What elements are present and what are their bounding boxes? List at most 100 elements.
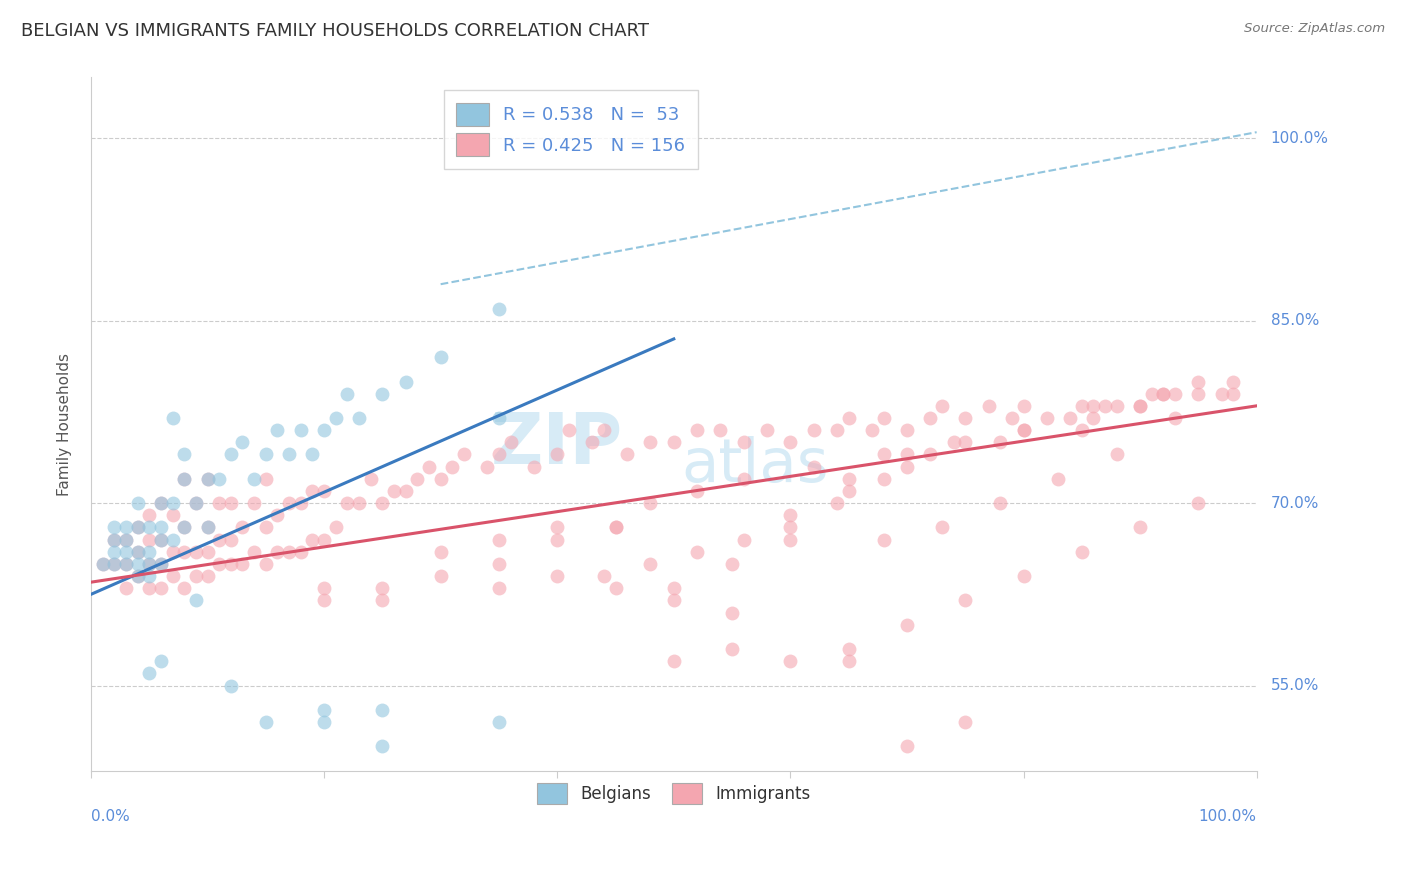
Point (208, 533, 231, 547)
Point (173, 448, 195, 462)
Point (872, 472, 894, 486)
Point (988, 435, 1011, 450)
Text: atlas: atlas (682, 436, 830, 495)
Point (312, 483, 335, 498)
Point (162, 508, 184, 523)
Point (1012, 569, 1035, 583)
Point (640, 496, 662, 510)
Point (162, 545, 184, 559)
Point (1012, 423, 1035, 437)
Point (127, 520, 149, 534)
Point (312, 533, 335, 547)
Point (149, 581, 172, 595)
Point (149, 520, 172, 534)
Point (371, 739, 394, 754)
Point (488, 301, 510, 316)
Point (546, 520, 568, 534)
Point (920, 448, 942, 462)
Point (453, 448, 475, 462)
Point (872, 533, 894, 547)
Point (931, 399, 953, 413)
Point (955, 714, 977, 729)
Point (254, 472, 277, 486)
Point (301, 448, 323, 462)
Point (173, 472, 195, 486)
Point (325, 411, 347, 425)
Point (312, 581, 335, 595)
Point (733, 472, 755, 486)
Point (662, 435, 685, 450)
Point (686, 423, 709, 437)
Point (1001, 411, 1024, 425)
Point (173, 520, 195, 534)
Point (942, 435, 965, 450)
Point (988, 496, 1011, 510)
Point (721, 557, 744, 571)
Point (592, 423, 614, 437)
Point (779, 520, 801, 534)
Point (825, 496, 848, 510)
Point (325, 520, 347, 534)
Legend: Belgians, Immigrants: Belgians, Immigrants (531, 776, 817, 811)
Point (488, 411, 510, 425)
Point (103, 557, 125, 571)
Point (138, 508, 160, 523)
Point (103, 545, 125, 559)
Point (278, 496, 301, 510)
Point (779, 508, 801, 523)
Text: 0.0%: 0.0% (91, 809, 129, 824)
Point (1012, 423, 1035, 437)
Point (686, 545, 709, 559)
Point (896, 617, 918, 632)
Point (184, 545, 207, 559)
Text: BELGIAN VS IMMIGRANTS FAMILY HOUSEHOLDS CORRELATION CHART: BELGIAN VS IMMIGRANTS FAMILY HOUSEHOLDS … (21, 22, 650, 40)
Point (838, 654, 860, 668)
Point (149, 654, 172, 668)
Point (872, 448, 894, 462)
Point (138, 666, 160, 681)
Point (1164, 411, 1187, 425)
Point (523, 459, 546, 474)
Point (219, 533, 242, 547)
Point (138, 557, 160, 571)
Point (1211, 386, 1233, 401)
Point (290, 423, 312, 437)
Point (115, 557, 138, 571)
Point (756, 423, 779, 437)
Point (254, 520, 277, 534)
Point (1129, 399, 1152, 413)
Point (371, 386, 394, 401)
Point (429, 569, 451, 583)
Point (592, 569, 614, 583)
Point (1105, 399, 1128, 413)
Point (1083, 399, 1105, 413)
Point (162, 411, 184, 425)
Point (115, 533, 138, 547)
Point (779, 435, 801, 450)
Point (1222, 375, 1244, 389)
Point (955, 593, 977, 607)
Point (1187, 496, 1209, 510)
Point (488, 714, 510, 729)
Point (184, 569, 207, 583)
Point (640, 435, 662, 450)
Point (197, 569, 219, 583)
Point (149, 557, 172, 571)
Point (149, 496, 172, 510)
Text: Source: ZipAtlas.com: Source: ZipAtlas.com (1244, 22, 1385, 36)
Text: 70.0%: 70.0% (1271, 496, 1319, 510)
Point (371, 703, 394, 717)
Text: 100.0%: 100.0% (1199, 809, 1257, 824)
Point (127, 545, 149, 559)
Point (208, 496, 231, 510)
Point (558, 423, 581, 437)
Point (254, 557, 277, 571)
Point (546, 448, 568, 462)
Point (91, 557, 114, 571)
Point (546, 569, 568, 583)
Point (803, 423, 825, 437)
Point (931, 520, 953, 534)
Point (488, 448, 510, 462)
Point (173, 472, 195, 486)
Point (860, 423, 883, 437)
